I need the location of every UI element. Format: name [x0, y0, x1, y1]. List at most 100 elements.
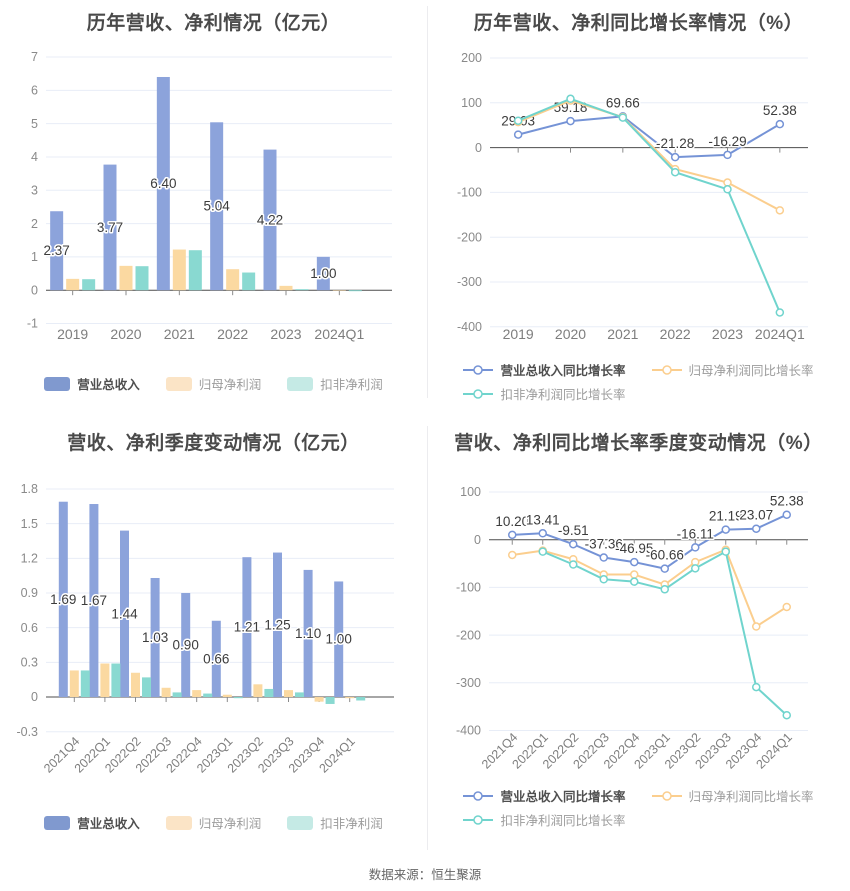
chart-title-yearly-growth: 历年营收、净利同比增长率情况（%） — [473, 13, 804, 34]
chart-title-quarterly-growth: 营收、净利同比增长率季度变动情况（%） — [454, 433, 823, 454]
data-source-note: 数据来源：恒生聚源 — [368, 867, 482, 882]
svg-text:2: 2 — [31, 217, 38, 231]
legend-item-扣非净利润[interactable]: 扣非净利润 — [287, 813, 383, 832]
series-扣非净利润[interactable] — [82, 250, 362, 292]
legend-item-扣非净利润[interactable]: 扣非净利润 — [287, 374, 383, 393]
legend-rows: 营业总收入 归母净利润 扣非净利润 — [44, 374, 383, 393]
svg-text:-9.51: -9.51 — [558, 523, 589, 538]
legend-item-归母净利润同比增长率[interactable]: 归母净利润同比增长率 — [651, 786, 814, 805]
svg-text:6: 6 — [31, 84, 38, 98]
svg-text:1.8: 1.8 — [21, 482, 38, 496]
svg-text:2023: 2023 — [712, 326, 743, 342]
legend-label: 扣非净利润同比增长率 — [500, 814, 626, 828]
legend-rows: 营业总收入同比增长率 归母净利润同比增长率扣非净利润同比增长率 — [463, 786, 814, 829]
svg-text:0: 0 — [31, 690, 38, 704]
x-axis-labels: 2019 2020 2021 2022 2023 2024Q1 — [57, 326, 364, 342]
svg-text:-37.36: -37.36 — [585, 537, 623, 552]
svg-text:2020: 2020 — [555, 326, 586, 342]
legend-label: 归母净利润同比增长率 — [688, 790, 814, 804]
series-归母净利润[interactable] — [69, 663, 355, 702]
chart-title-quarterly-bar: 营收、净利季度变动情况（亿元） — [67, 433, 360, 454]
x-axis-labels: 2019 2020 2021 2022 2023 2024Q1 — [503, 326, 805, 342]
svg-text:0.6: 0.6 — [21, 621, 38, 635]
svg-text:2022: 2022 — [217, 326, 248, 342]
y-axis-labels: 1.8 1.5 1.2 0.9 0.6 0.3 0 -0.3 — [16, 482, 38, 739]
legend-item-归母净利润[interactable]: 归母净利润 — [165, 813, 261, 832]
legend-item-归母净利润同比增长率[interactable]: 归母净利润同比增长率 — [651, 360, 814, 379]
series-营业总收入同比增长率[interactable] — [508, 510, 791, 573]
svg-text:6.40: 6.40 — [150, 176, 176, 191]
svg-text:10.20: 10.20 — [495, 514, 529, 529]
svg-text:4.22: 4.22 — [257, 212, 283, 227]
legend-item-营业总收入同比增长率[interactable]: 营业总收入同比增长率 — [463, 786, 626, 805]
quarterly-growth-rate-chart-panel: 营收、净利同比增长率季度变动情况（%） 100 0 -100 -200 -300 -400… — [427, 420, 850, 855]
legend-item-营业总收入同比增长率[interactable]: 营业总收入同比增长率 — [463, 360, 626, 379]
svg-text:100: 100 — [460, 485, 481, 499]
legend-label: 扣非净利润 — [320, 817, 383, 831]
svg-text:1.10: 1.10 — [295, 626, 321, 641]
yearly-bar-chart-canvas[interactable]: 7 6 5 4 3 2 1 0 -1 2019 2020 2021 2022 2023 2024Q1 2.37… — [0, 0, 427, 420]
legend-row: 营业总收入 归母净利润 扣非净利润 — [44, 374, 383, 393]
svg-text:1.5: 1.5 — [21, 517, 38, 531]
svg-text:-200: -200 — [457, 230, 482, 244]
svg-text:0.90: 0.90 — [173, 638, 199, 653]
series-扣非净利润[interactable] — [80, 663, 366, 704]
x-axis — [489, 539, 808, 545]
x-axis — [490, 147, 808, 153]
svg-text:2019: 2019 — [503, 326, 534, 342]
chart-title-yearly-bar: 历年营收、净利情况（亿元） — [86, 13, 341, 34]
x-axis — [46, 696, 394, 703]
legend-item-营业总收入[interactable]: 营业总收入 — [44, 374, 140, 393]
legend-label: 扣非净利润同比增长率 — [500, 388, 626, 402]
svg-text:52.38: 52.38 — [763, 103, 797, 118]
svg-text:1.00: 1.00 — [326, 632, 352, 647]
legend-item-扣非净利润同比增长率[interactable]: 扣非净利润同比增长率 — [463, 810, 626, 829]
svg-text:-16.29: -16.29 — [708, 134, 746, 149]
legend-swatch — [44, 376, 71, 391]
legend-label: 营业总收入 — [77, 817, 140, 831]
svg-text:-0.3: -0.3 — [16, 725, 38, 739]
y-axis-labels: 200 100 0 -100 -200 -300 -400 — [457, 51, 482, 334]
legend-row: 营业总收入同比增长率 归母净利润同比增长率 — [463, 360, 814, 379]
legend-swatch — [44, 815, 71, 830]
svg-text:2020: 2020 — [110, 326, 141, 342]
x-axis-labels: 2021Q42022Q12022Q22022Q32022Q42023Q12023… — [41, 734, 358, 775]
quarterly-bar-chart-canvas[interactable]: 1.8 1.5 1.2 0.9 0.6 0.3 0 -0.32021Q42022Q12022Q… — [0, 420, 427, 855]
svg-text:-300: -300 — [457, 275, 482, 289]
svg-text:0: 0 — [474, 533, 481, 547]
yearly-growth-legend: 营业总收入同比增长率 归母净利润同比增长率扣非净利润同比增长率 — [427, 360, 850, 403]
series-营业总收入[interactable] — [58, 501, 344, 698]
svg-text:-400: -400 — [456, 724, 481, 738]
svg-text:-21.28: -21.28 — [656, 136, 694, 151]
legend-rows: 营业总收入 归母净利润 扣非净利润 — [44, 813, 383, 832]
svg-text:-100: -100 — [457, 186, 482, 200]
svg-text:3.77: 3.77 — [97, 220, 123, 235]
svg-text:-100: -100 — [456, 581, 481, 595]
legend-rows: 营业总收入同比增长率 归母净利润同比增长率扣非净利润同比增长率 — [463, 360, 814, 403]
series-扣非净利润同比增长率[interactable] — [513, 94, 785, 317]
svg-text:5.04: 5.04 — [204, 199, 231, 214]
y-axis-labels: 7 6 5 4 3 2 1 0 -1 — [27, 50, 38, 331]
svg-text:1.03: 1.03 — [142, 630, 168, 645]
x-axis-labels: 2021Q42022Q12022Q22022Q32022Q42023Q12023… — [479, 730, 795, 771]
svg-text:2024Q1: 2024Q1 — [314, 326, 364, 342]
quarterly-growth-line-chart-canvas[interactable]: 100 0 -100 -200 -300 -4002021Q42022Q12022Q220… — [427, 420, 850, 855]
svg-text:2.37: 2.37 — [44, 243, 70, 258]
legend-swatch — [287, 376, 314, 391]
series-归母净利润[interactable] — [66, 249, 346, 291]
series-营业总收入同比增长率[interactable] — [513, 112, 785, 162]
svg-text:0.66: 0.66 — [203, 651, 229, 666]
quarterly-growth-legend: 营业总收入同比增长率 归母净利润同比增长率扣非净利润同比增长率 — [427, 786, 850, 829]
svg-text:1.25: 1.25 — [264, 617, 290, 632]
series-扣非净利润同比增长率[interactable] — [538, 547, 791, 720]
legend-item-扣非净利润同比增长率[interactable]: 扣非净利润同比增长率 — [463, 384, 626, 403]
legend-item-营业总收入[interactable]: 营业总收入 — [44, 813, 140, 832]
legend-item-归母净利润[interactable]: 归母净利润 — [165, 374, 261, 393]
svg-text:3: 3 — [31, 183, 38, 197]
legend-line-marker — [463, 364, 494, 375]
series-营业总收入[interactable] — [50, 76, 330, 291]
svg-text:21.19: 21.19 — [709, 509, 743, 524]
panel-divider-top — [427, 6, 428, 398]
